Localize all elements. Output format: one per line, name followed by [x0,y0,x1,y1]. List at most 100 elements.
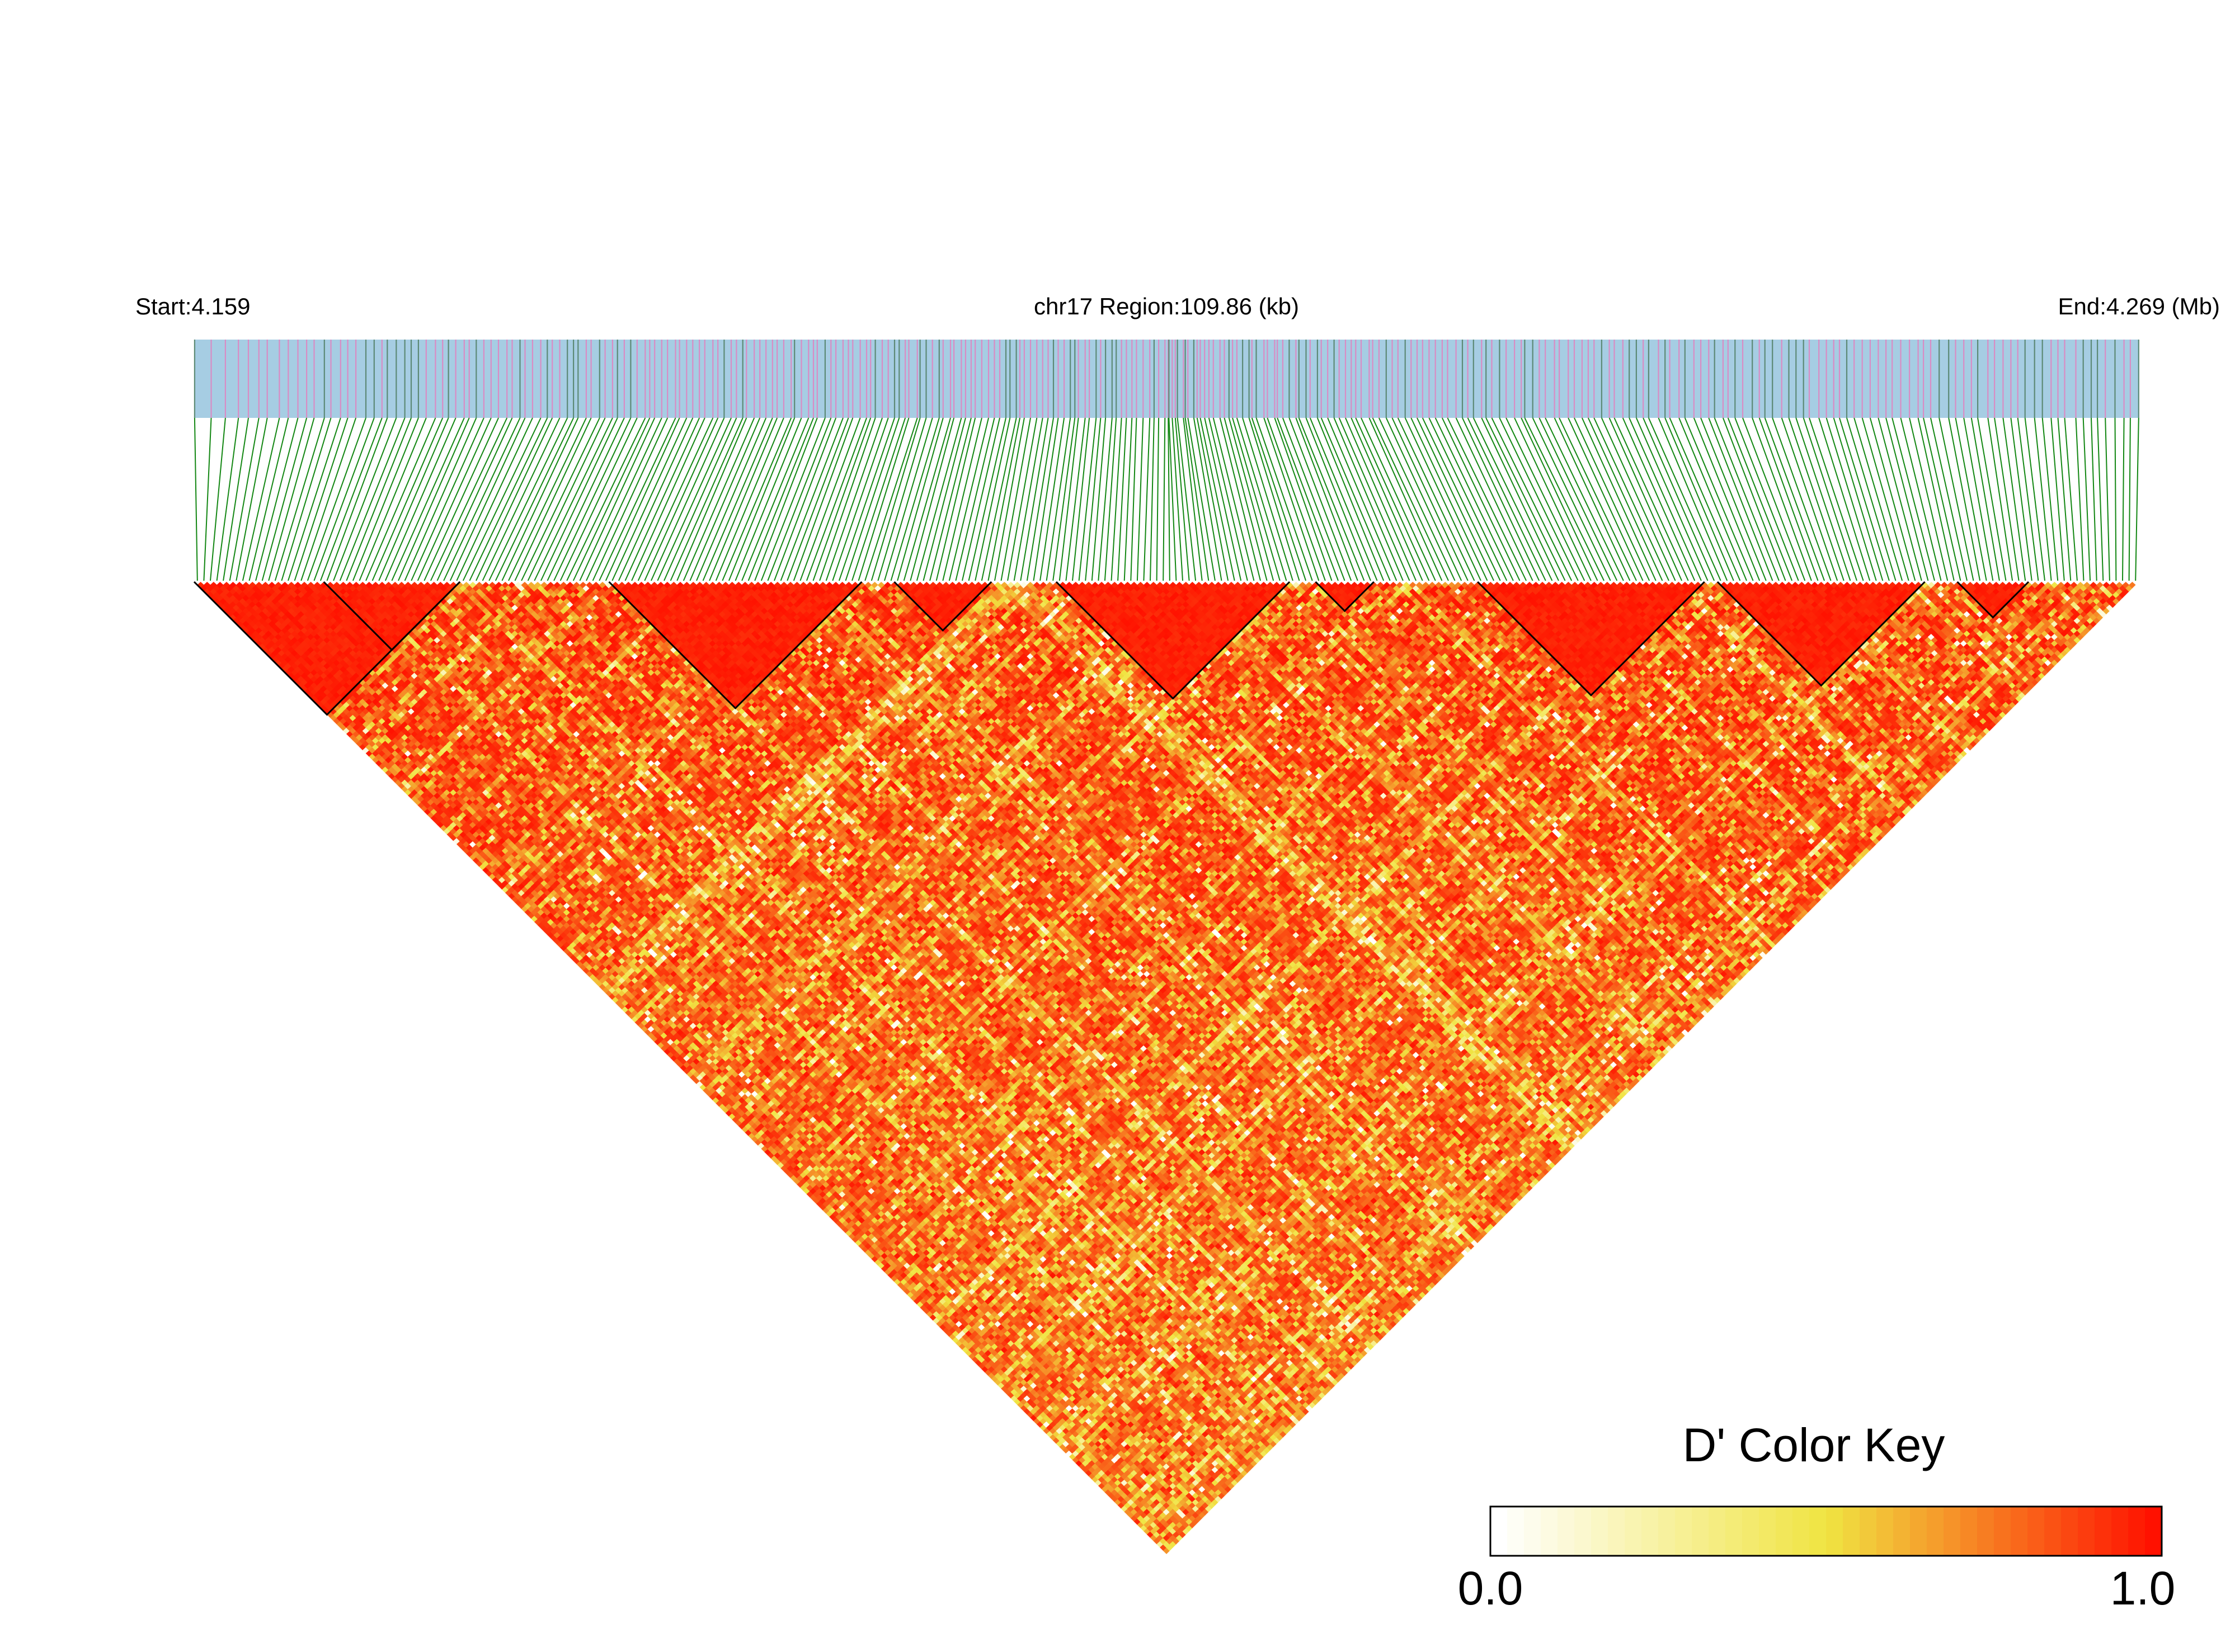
snp-connector [195,418,197,581]
snp-connector [1847,418,1896,581]
snp-connector [2058,418,2071,581]
snp-connector [1423,418,1500,581]
snp-connector [878,418,926,581]
ld-heatmap-cells [197,582,2136,1555]
snp-connector [1047,418,1071,581]
snp-connector [418,418,491,581]
snp-connector [794,418,853,581]
snp-connector [2043,418,2058,581]
snp-connector [943,418,982,581]
snp-connector [586,418,662,581]
snp-connector [1277,418,1338,581]
snp-connector [2083,418,2090,581]
snp-connector [385,418,456,581]
region-label: chr17 Region:109.86 (kb) [1034,293,1299,319]
snp-connector [1796,418,1850,581]
snp-connector [599,418,675,581]
snp-connector [859,418,909,581]
snp-connector [1709,418,1772,581]
snp-connector [1112,418,1122,581]
snp-connector [1027,418,1053,581]
snp-connector [1636,418,1708,581]
snp-connector [2091,418,2097,581]
snp-connector [1839,418,1889,581]
snp-connector [1339,418,1410,581]
snp-connector [1257,418,1312,581]
snp-connector [2135,418,2139,581]
snp-connector [736,418,802,581]
snp-connector [774,418,836,581]
end-label: End:4.269 (Mb) [2058,293,2220,319]
snp-connector [548,418,624,581]
snp-connector [1659,418,1728,581]
snp-connector [1685,418,1753,581]
snp-connector [1623,418,1695,581]
snp-connector [1053,418,1075,581]
snp-connector [2129,418,2130,581]
snp-connector [1392,418,1468,581]
snp-connector [742,418,808,581]
snp-connector [1819,418,1870,581]
snp-connector [1481,418,1559,581]
snp-connector [2065,418,2077,581]
snp-connector [288,418,341,581]
snp-connector [924,418,966,581]
snp-connector [554,418,630,581]
snp-connector [904,418,951,581]
snp-connector [1649,418,1721,581]
snp-connector [2097,418,2103,581]
snp-connector [1715,418,1779,581]
snp-connector [1213,418,1254,581]
snp-connector [1137,418,1143,581]
snp-connector [1373,418,1448,581]
snp-connector [366,418,435,581]
snp-connector [1610,418,1682,581]
snp-connector [1157,418,1159,581]
snp-connector [1723,418,1786,581]
snp-connector [1701,418,1766,581]
snp-connector [1398,418,1475,581]
snp-connector [2076,418,2084,581]
snp-connector [1665,418,1734,581]
snp-connector [1411,418,1487,581]
snp-connector [1034,418,1058,581]
snp-connector [1072,418,1089,581]
snp-connector [1809,418,1864,581]
snp-connector [217,418,239,581]
snp-connector [1274,418,1331,581]
snp-connector [1629,418,1701,581]
snp-connector [1772,418,1831,581]
snp-connector [2123,418,2124,581]
snp-connector [204,418,211,581]
snp-connector [1209,418,1248,581]
snp-connector [360,418,426,581]
snp-connector [521,418,600,581]
snp-connector [1267,418,1325,581]
snp-connector [1670,418,1740,581]
snp-connector [800,418,860,581]
snp-connector [1834,418,1883,581]
snp-connector [534,418,613,581]
snp-connector [561,418,637,581]
snp-connector [392,418,464,581]
snp-connector [2035,418,2052,581]
snp-connector [411,418,484,581]
snp-connector [1417,418,1494,581]
snp-connector [1468,418,1546,581]
snp-connector [301,418,356,581]
snp-connector [1220,418,1260,581]
snp-connector [787,418,848,581]
snp-connector [1001,418,1031,581]
snp-connector [781,418,843,581]
snp-connector [1506,418,1584,581]
snp-connector [496,418,573,581]
snp-connector [1442,418,1520,581]
snp-connector [1014,418,1043,581]
snp-connector [509,418,586,581]
snp-connector [1804,418,1857,581]
snp-connector [210,418,225,581]
snp-connector [2115,418,2116,581]
snp-connector [405,418,477,581]
snp-connector [2105,418,2110,581]
